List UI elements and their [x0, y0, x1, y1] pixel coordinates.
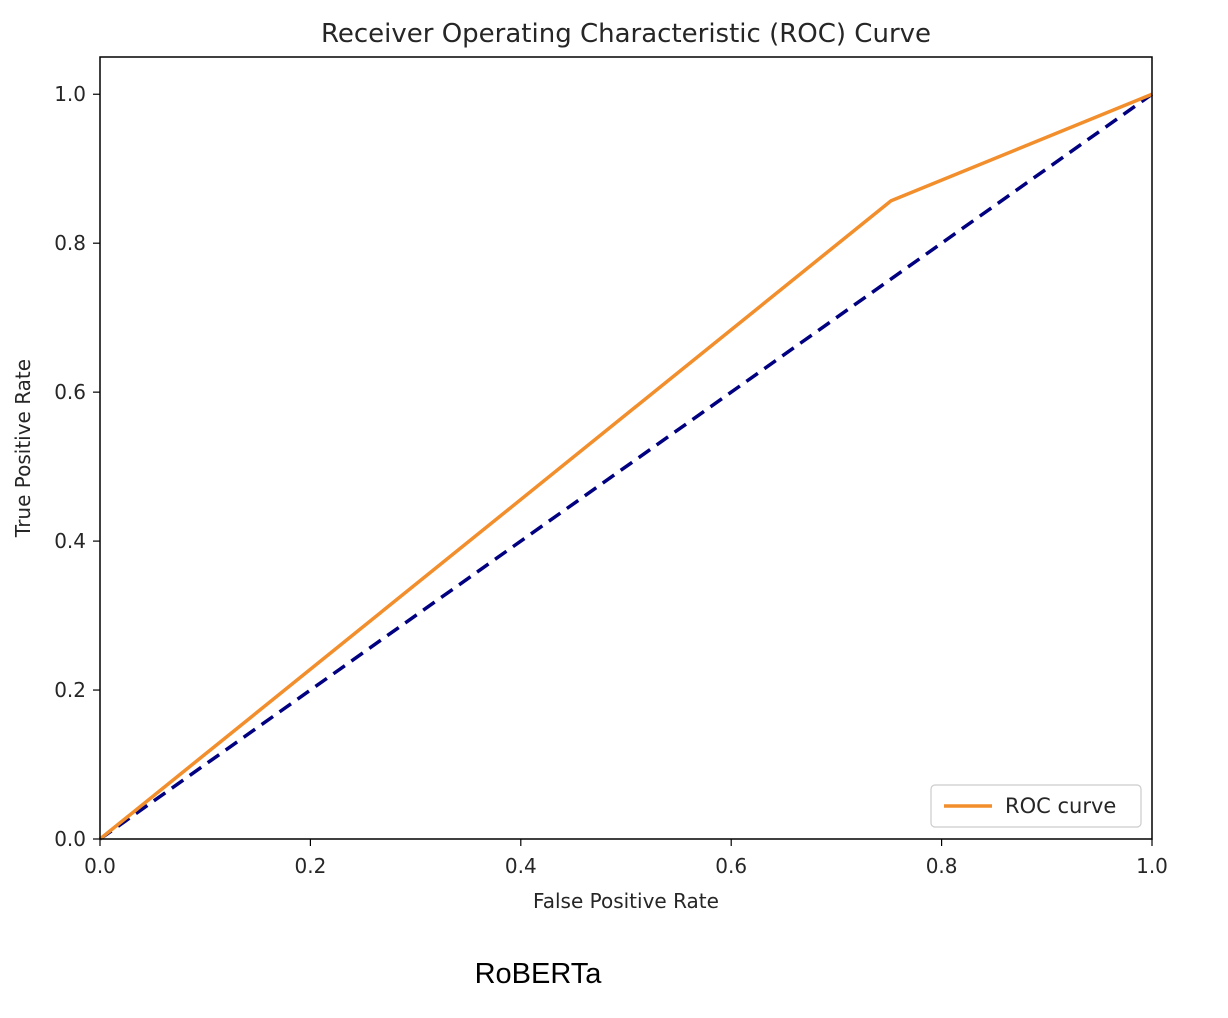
x-axis-label: False Positive Rate [533, 889, 719, 913]
plot-frame [99, 56, 1153, 840]
x-tick-label: 1.0 [1136, 854, 1168, 878]
chart-title: Receiver Operating Characteristic (ROC) … [321, 19, 931, 49]
y-tick-label: 0.0 [54, 827, 86, 851]
y-tick-label: 0.8 [54, 231, 86, 255]
x-axis: 0.0 0.2 0.4 0.6 0.8 1.0 [84, 839, 1168, 878]
legend-label-roc-curve: ROC curve [1005, 794, 1116, 818]
x-tick-label: 0.2 [294, 854, 326, 878]
y-tick-label: 0.6 [54, 380, 86, 404]
y-tick-label: 0.2 [54, 678, 86, 702]
x-tick-label: 0.8 [926, 854, 958, 878]
y-axis: 0.0 0.2 0.4 0.6 0.8 1.0 [54, 82, 100, 851]
legend: ROC curve [930, 784, 1142, 828]
x-tick-label: 0.6 [715, 854, 747, 878]
x-tick-label: 0.4 [505, 854, 537, 878]
y-tick-label: 0.4 [54, 529, 86, 553]
roc-chart: Receiver Operating Characteristic (ROC) … [11, 19, 1168, 913]
y-tick-label: 1.0 [54, 82, 86, 106]
y-axis-label: True Positive Rate [11, 359, 35, 538]
legend-box [930, 784, 1142, 828]
series-line-reference-diagonal [98, 92, 1154, 841]
figure-caption: RoBERTa [474, 958, 602, 990]
plot-area [98, 92, 1154, 841]
series-line-roc-curve [98, 92, 1153, 841]
x-tick-label: 0.0 [84, 854, 116, 878]
